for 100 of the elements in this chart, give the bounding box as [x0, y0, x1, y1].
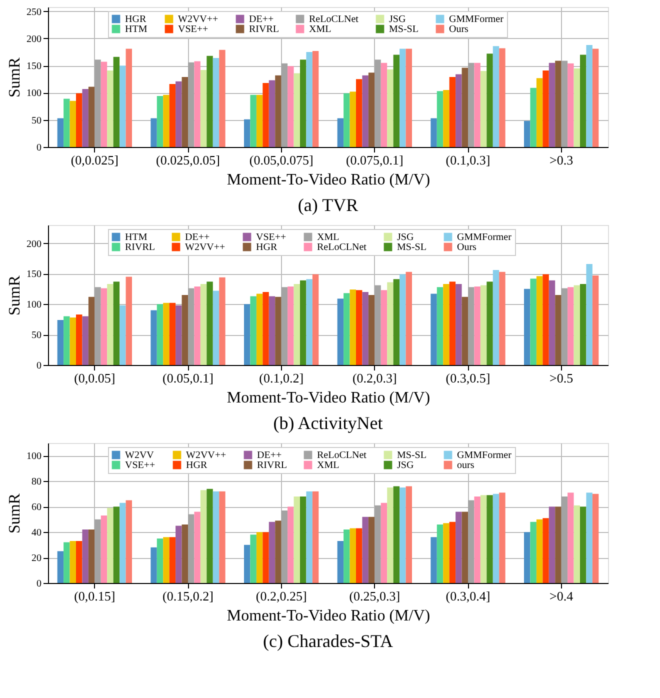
- bar: [456, 284, 462, 365]
- bar: [536, 276, 543, 365]
- bar: [374, 505, 381, 583]
- bar: [288, 66, 294, 147]
- bar: [219, 277, 226, 365]
- legend-label: MS-SL: [397, 450, 426, 461]
- bar: [312, 274, 319, 365]
- bar: [70, 318, 76, 365]
- bar: [206, 56, 213, 147]
- bar: [94, 287, 101, 365]
- bar: [94, 60, 101, 147]
- bar: [212, 58, 220, 147]
- bar: [306, 279, 312, 365]
- bar: [82, 316, 88, 365]
- bar: [212, 491, 220, 583]
- y-tick-label: 150: [26, 269, 42, 280]
- legend-label: DE++: [249, 14, 274, 25]
- bar: [194, 286, 200, 365]
- text: (c) Charades-STA: [262, 631, 394, 651]
- legend-label: W2VV: [125, 450, 155, 461]
- bar: [387, 488, 394, 583]
- bar: [592, 494, 599, 583]
- bar: [194, 61, 200, 147]
- bar: [393, 54, 400, 147]
- bar: [294, 496, 300, 583]
- y-tick-label: 40: [32, 528, 42, 539]
- bar: [368, 516, 375, 583]
- bar: [530, 522, 536, 583]
- bar: [337, 541, 344, 583]
- legend-label: GMMFormer: [457, 450, 512, 461]
- legend-label: ReLoCLNet: [317, 242, 367, 253]
- bar: [374, 285, 381, 365]
- bar: [456, 512, 462, 583]
- legend-label: RIVRL: [249, 24, 279, 35]
- bar: [294, 73, 300, 147]
- y-tick-label: 0: [36, 142, 42, 154]
- x-tick-label: (0.1,0.2]: [259, 370, 304, 386]
- bar: [456, 74, 462, 147]
- bar: [150, 547, 157, 583]
- y-tick-label: 60: [32, 502, 42, 514]
- y-tick-label: 50: [32, 330, 42, 342]
- bar: [542, 70, 549, 147]
- bar: [76, 93, 82, 147]
- bar: [530, 88, 536, 147]
- legend-label: Ours: [457, 242, 477, 253]
- x-tick-label: (0.15,0.2]: [162, 588, 214, 604]
- bar: [568, 63, 574, 147]
- y-tick-label: 100: [26, 88, 42, 100]
- bar: [88, 296, 95, 365]
- text: (a) TVR: [298, 195, 358, 215]
- x-tick-label: (0.25,0.3]: [349, 588, 400, 604]
- legend-label: HGR: [125, 14, 146, 25]
- x-tick-label: (0.075,0.1]: [346, 152, 404, 168]
- bar: [250, 534, 256, 583]
- bar: [113, 506, 120, 583]
- bar: [337, 118, 344, 147]
- legend-label: HTM: [125, 24, 148, 35]
- bar: [288, 286, 294, 365]
- legend-label: W2VV++: [178, 14, 219, 25]
- legend-label: XML: [317, 232, 340, 243]
- legend-label: W2VV++: [185, 242, 226, 253]
- bar: [568, 492, 574, 583]
- bar: [94, 519, 101, 583]
- bar: [580, 54, 586, 147]
- bar: [88, 530, 95, 583]
- bar: [82, 88, 88, 147]
- bar: [206, 282, 213, 365]
- bar: [156, 96, 164, 147]
- bar: [70, 541, 76, 583]
- bar: [555, 506, 562, 583]
- bar: [350, 290, 356, 365]
- bar: [486, 54, 493, 147]
- bar: [176, 526, 182, 583]
- legend-label: XML: [317, 460, 340, 471]
- bar: [536, 519, 543, 583]
- bar: [480, 285, 487, 365]
- bar: [492, 270, 500, 365]
- x-tick-label: (0,0.15]: [74, 588, 116, 604]
- x-tick-label: (0.05,0.075]: [249, 152, 314, 168]
- x-axis-title: Moment-To-Video Ratio (M/V): [226, 172, 430, 188]
- bar: [126, 500, 132, 583]
- bar: [474, 286, 480, 365]
- bar: [350, 92, 356, 147]
- bar: [586, 492, 592, 583]
- bar: [275, 75, 282, 147]
- bar: [212, 290, 220, 365]
- legend-label: DE++: [185, 232, 210, 243]
- x-tick-label: >0.3: [550, 152, 574, 168]
- legend-label: JSG: [397, 232, 414, 243]
- bar: [64, 98, 70, 147]
- bar: [436, 524, 444, 583]
- bar: [200, 284, 207, 365]
- bar: [393, 486, 400, 583]
- bar: [281, 510, 288, 583]
- bar: [574, 68, 580, 147]
- y-tick-label: 100: [26, 300, 42, 311]
- bar: [362, 75, 368, 147]
- y-axis-title: SumR: [6, 493, 24, 534]
- x-tick-label: (0.1,0.3]: [446, 152, 490, 168]
- bar: [468, 62, 474, 147]
